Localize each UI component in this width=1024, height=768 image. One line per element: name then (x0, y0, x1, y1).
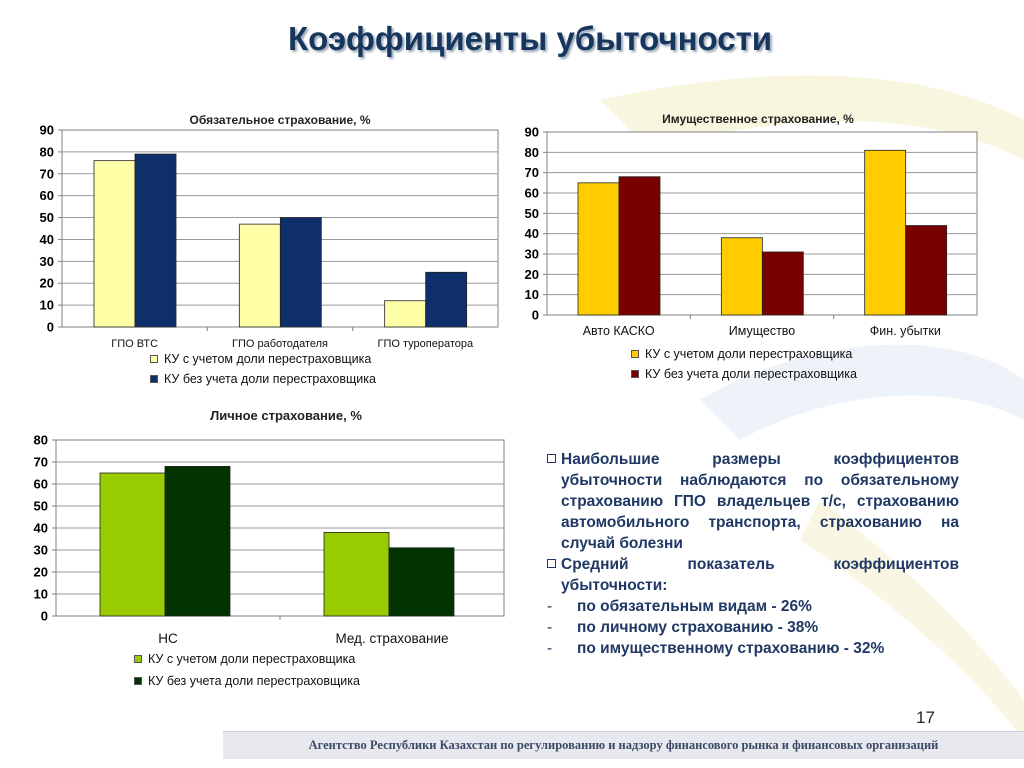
bar (761, 251, 804, 316)
y-tick-label: 50 (34, 499, 48, 514)
y-tick-label: 50 (525, 206, 539, 221)
legend-swatch (150, 355, 158, 363)
legend-item: КУ без учета доли перестраховщика (150, 369, 376, 389)
y-tick-label: 40 (40, 232, 54, 247)
y-tick-label: 40 (525, 226, 539, 241)
y-tick-label: 0 (532, 308, 539, 323)
x-category-label: ГПО работодателя (232, 338, 328, 350)
bullet-text: Средний показатель коэффициентов убыточн… (561, 556, 959, 594)
x-category-label: Имущество (729, 324, 796, 338)
page-title: Коэффициенты убыточности (287, 20, 773, 57)
y-tick-label: 60 (525, 186, 539, 201)
y-tick-label: 20 (34, 565, 48, 580)
bar (238, 223, 281, 328)
legend-swatch (631, 370, 639, 378)
y-tick-label: 60 (40, 188, 54, 203)
x-category-label: Фин. убытки (870, 324, 941, 338)
bar (388, 547, 455, 617)
legend-item: КУ с учетом доли перестраховщика (150, 349, 376, 369)
y-tick-label: 30 (34, 543, 48, 558)
sub-item: - по обязательным видам - 26% (547, 596, 959, 617)
page-number: 17 (916, 708, 935, 727)
sub-item-text: по личному страхованию - 38% (577, 619, 819, 636)
legend-item: КУ с учетом доли перестраховщика (134, 648, 360, 670)
x-category-label: Авто КАСКО (583, 324, 655, 338)
bar (134, 153, 177, 328)
legend-item: КУ с учетом доли перестраховщика (631, 344, 857, 364)
legend-item: КУ без учета доли перестраховщика (631, 364, 857, 384)
y-tick-label: 10 (34, 587, 48, 602)
bar (164, 466, 231, 617)
legend-label: КУ с учетом доли перестраховщика (645, 347, 853, 361)
sub-item: - по личному страхованию - 38% (547, 617, 959, 638)
y-tick-label: 80 (34, 433, 48, 448)
chart3-title: Личное страхование, % (210, 408, 362, 423)
bar (384, 300, 427, 328)
sub-item-text: по имущественному страхованию - 32% (577, 640, 885, 657)
bar (720, 237, 763, 316)
y-tick-label: 10 (525, 287, 539, 302)
legend-swatch (134, 655, 142, 663)
bar (905, 225, 948, 316)
chart1-title: Обязательное страхование, % (189, 113, 371, 127)
y-tick-label: 20 (525, 267, 539, 282)
chart-obligatory-insurance: 0 10 20 30 40 50 60 70 80 90 ГПО ВТС ГПО работодате… (40, 123, 499, 350)
chart-property-insurance: 0 10 20 30 40 50 60 70 80 90 Авто КАСКО Имущество Фи… (525, 125, 978, 338)
x-category-label: ГПО ВТС (111, 338, 158, 350)
dash-marker: - (547, 598, 553, 615)
bar (323, 532, 390, 617)
chart-personal-insurance: 0 10 20 30 40 50 60 70 80 НС Мед. страхование (34, 433, 505, 646)
y-tick-label: 10 (40, 298, 54, 313)
legend-label: КУ с учетом доли перестраховщика (148, 652, 356, 666)
y-tick-label: 70 (40, 166, 54, 181)
y-tick-label: 90 (525, 125, 539, 140)
legend-swatch (150, 375, 158, 383)
y-tick-label: 70 (34, 455, 48, 470)
bar (99, 472, 166, 617)
bar (864, 149, 907, 316)
y-tick-label: 80 (525, 145, 539, 160)
legend-swatch (631, 350, 639, 358)
y-tick-label: 30 (40, 254, 54, 269)
legend-item: КУ без учета доли перестраховщика (134, 670, 360, 692)
y-tick-label: 20 (40, 276, 54, 291)
bar (279, 217, 322, 328)
sub-item-text: по обязательным видам - 26% (577, 598, 812, 615)
bar (577, 182, 620, 316)
x-category-label: Мед. страхование (335, 631, 448, 646)
chart1-legend: КУ с учетом доли перестраховщика КУ без … (150, 349, 376, 389)
bullet-text: Наибольшие размеры коэффициентов убыточн… (561, 451, 959, 552)
y-tick-label: 60 (34, 477, 48, 492)
chart3-legend: КУ с учетом доли перестраховщика КУ без … (134, 648, 360, 692)
checkbox-bullet-icon (547, 559, 556, 568)
x-category-label: ГПО туроператора (378, 338, 474, 350)
x-category-label: НС (158, 631, 178, 646)
checkbox-bullet-icon (547, 454, 556, 463)
dash-marker: - (547, 640, 553, 657)
y-tick-label: 80 (40, 144, 54, 159)
legend-label: КУ без учета доли перестраховщика (645, 367, 857, 381)
y-tick-label: 70 (525, 165, 539, 180)
bar (93, 160, 136, 328)
bullet-item: Средний показатель коэффициентов убыточн… (547, 554, 959, 596)
summary-text: Наибольшие размеры коэффициентов убыточн… (547, 449, 959, 659)
chart2-legend: КУ с учетом доли перестраховщика КУ без … (631, 344, 857, 384)
chart2-title: Имущественное страхование, % (662, 112, 854, 126)
bullet-item: Наибольшие размеры коэффициентов убыточн… (547, 449, 959, 554)
sub-item: - по имущественному страхованию - 32% (547, 638, 959, 659)
legend-label: КУ с учетом доли перестраховщика (164, 352, 372, 366)
y-tick-label: 30 (525, 247, 539, 262)
bar (425, 271, 468, 328)
y-tick-label: 40 (34, 521, 48, 536)
footer-agency: Агентство Республики Казахстан по регули… (223, 731, 1024, 759)
legend-label: КУ без учета доли перестраховщика (164, 372, 376, 386)
y-tick-label: 0 (47, 320, 54, 335)
legend-label: КУ без учета доли перестраховщика (148, 674, 360, 688)
legend-swatch (134, 677, 142, 685)
y-tick-label: 50 (40, 210, 54, 225)
bar (618, 176, 661, 316)
y-tick-label: 0 (41, 609, 48, 624)
dash-marker: - (547, 619, 553, 636)
y-tick-label: 90 (40, 123, 54, 138)
